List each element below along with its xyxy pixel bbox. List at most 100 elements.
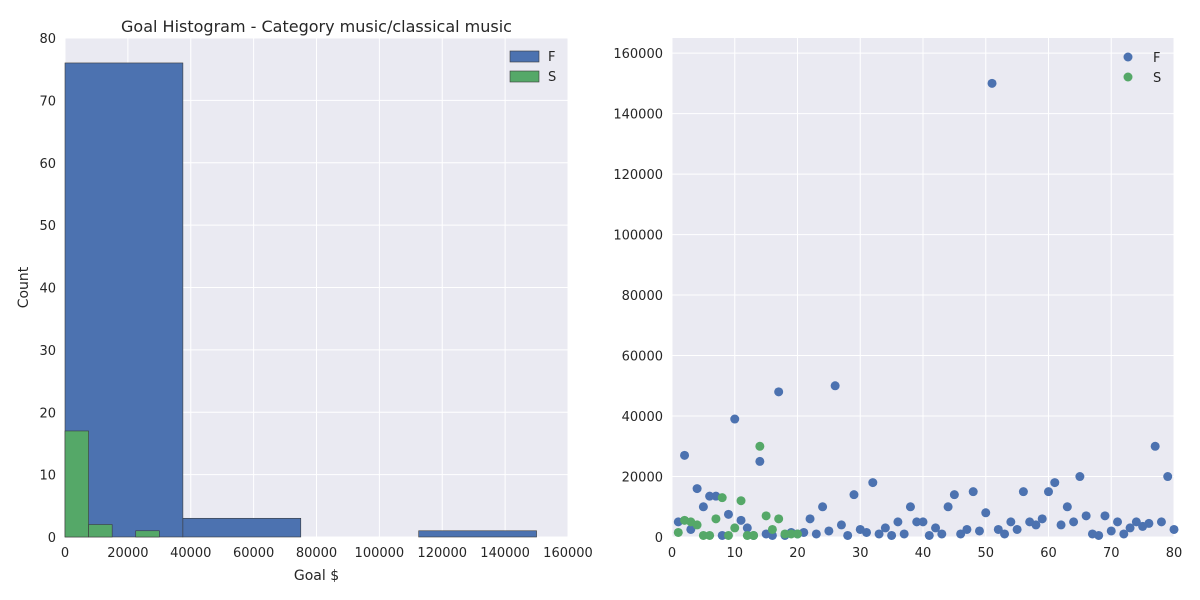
y-tick-label: 40000 [622, 410, 663, 425]
legend-swatch-f [509, 50, 540, 63]
scatter-point-s [749, 530, 759, 540]
scatter-point-f [723, 509, 733, 519]
scatter-point-f [987, 78, 997, 88]
y-tick-label: 160000 [613, 47, 663, 62]
x-tick-label: 40000 [170, 546, 211, 561]
histogram-bar-s [135, 530, 160, 538]
scatter-point-f [880, 523, 890, 533]
scatter-point-f [918, 517, 928, 527]
scatter-point-f [899, 529, 909, 539]
scatter-point-f [874, 529, 884, 539]
scatter-point-f [943, 502, 953, 512]
histogram-x-ticks: 0 20000 40000 60000 80000 100000 120000 140000 1… [61, 546, 593, 561]
y-tick-label: 80 [39, 32, 56, 47]
y-tick-label: 30 [39, 344, 56, 359]
scatter-point-f [774, 387, 784, 397]
scatter-point-f [912, 517, 922, 527]
x-tick-label: 70 [1103, 546, 1120, 561]
scatter-point-f [893, 517, 903, 527]
scatter-point-f [830, 381, 840, 391]
scatter-point-f [1156, 517, 1166, 527]
scatter-point-f [1163, 472, 1173, 482]
y-tick-label: 80000 [622, 289, 663, 304]
y-tick-label: 100000 [613, 229, 663, 244]
histogram-bar-f [182, 517, 302, 538]
scatter-point-f [805, 514, 815, 524]
scatter-point-f [742, 523, 752, 533]
scatter-point-s [705, 530, 715, 540]
scatter-point-f [968, 487, 978, 497]
scatter-point-s [717, 493, 727, 503]
scatter-point-f [698, 502, 708, 512]
scatter-point-f [981, 508, 991, 518]
scatter-point-f [836, 520, 846, 530]
x-tick-label: 140000 [480, 546, 530, 561]
scatter-point-f [974, 526, 984, 536]
scatter-point-f [680, 450, 690, 460]
legend-label-f: F [548, 50, 555, 65]
histogram-bar-s [88, 524, 113, 538]
legend-label-s: S [548, 70, 556, 85]
scatter-point-f [1012, 524, 1022, 534]
x-tick-label: 20000 [107, 546, 148, 561]
scatter-point-f [905, 502, 915, 512]
y-tick-label: 0 [655, 531, 663, 546]
scatter-point-s [755, 441, 765, 451]
scatter-point-f [849, 490, 859, 500]
scatter-point-s [673, 527, 683, 537]
histogram-title: Goal Histogram - Category music/classica… [121, 17, 512, 36]
scatter-point-f [1031, 520, 1041, 530]
scatter-point-f [1094, 530, 1104, 540]
scatter-point-f [949, 490, 959, 500]
scatter-point-s [793, 529, 802, 539]
scatter-y-ticks: 0 20000 40000 60000 80000 100000 120000 140000 1… [613, 47, 663, 546]
scatter-point-s [774, 514, 784, 524]
scatter-point-f [993, 524, 1003, 534]
scatter-point-f [818, 502, 828, 512]
x-tick-label: 120000 [417, 546, 467, 561]
scatter-point-f [1113, 517, 1123, 527]
scatter-point-f [1037, 514, 1047, 524]
y-tick-label: 20 [39, 406, 56, 421]
x-tick-label: 30 [852, 546, 869, 561]
scatter-point-s [780, 529, 790, 539]
scatter-point-f [956, 529, 966, 539]
scatter-point-s [730, 523, 740, 533]
scatter-point-f [692, 484, 702, 494]
scatter-x-ticks: 0 10 20 30 40 50 60 70 80 [668, 546, 1182, 561]
scatter-point-f [1050, 478, 1060, 488]
scatter-point-f [1144, 518, 1154, 528]
y-tick-label: 50 [39, 219, 56, 234]
scatter-point-f [1069, 517, 1079, 527]
scatter-point-f [730, 414, 740, 424]
histogram-legend: F S [509, 50, 556, 85]
x-tick-label: 10 [726, 546, 743, 561]
histogram-bar-f [418, 530, 537, 538]
y-tick-label: 40 [39, 282, 56, 297]
scatter-points [673, 78, 1179, 540]
scatter-point-f [868, 478, 878, 488]
scatter-point-f [824, 526, 834, 536]
scatter-point-f [931, 523, 941, 533]
legend-label-s: S [1153, 71, 1161, 86]
y-tick-label: 120000 [613, 168, 663, 183]
x-tick-label: 100000 [355, 546, 405, 561]
x-tick-label: 20 [789, 546, 806, 561]
x-tick-label: 0 [668, 546, 676, 561]
scatter-point-f [1044, 487, 1053, 497]
scatter-point-s [742, 530, 752, 540]
y-tick-label: 60000 [622, 350, 663, 365]
scatter-point-s [767, 524, 777, 534]
scatter-panel: 0 10 20 30 40 50 60 70 80 0 20000 40000 60000 80000 1… [613, 38, 1182, 561]
legend-marker-s [1123, 72, 1133, 82]
scatter-point-f [1000, 529, 1010, 539]
histogram-x-axis-label: Goal $ [294, 568, 339, 584]
legend-swatch-s [509, 70, 540, 83]
scatter-point-f [1125, 523, 1135, 533]
scatter-point-f [755, 456, 765, 466]
scatter-point-f [811, 529, 821, 539]
legend-marker-f [1123, 52, 1133, 62]
scatter-point-f [1131, 517, 1141, 527]
scatter-grid [671, 38, 1175, 538]
histogram-y-ticks: 0 10 20 30 40 50 60 70 80 [39, 32, 56, 546]
